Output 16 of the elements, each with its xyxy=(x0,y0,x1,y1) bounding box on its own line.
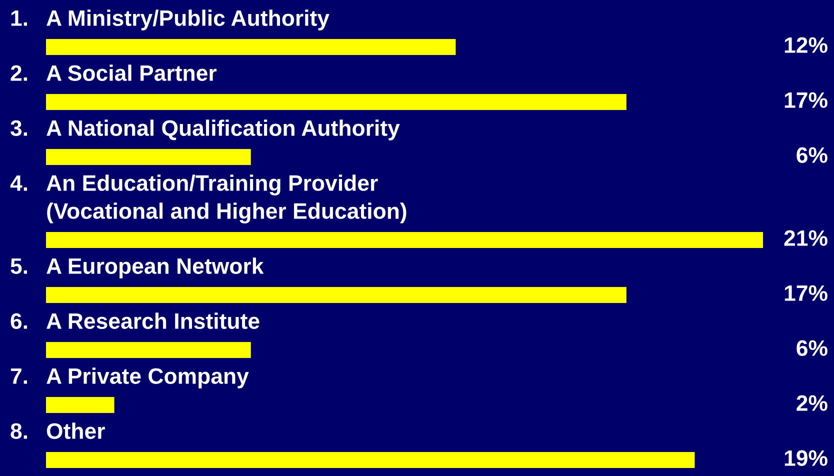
data-label: 6% xyxy=(796,340,828,356)
data-label: 17% xyxy=(784,92,828,108)
y-tick-label: 4. An Education/Training Provider (Vocational and Higher Education) xyxy=(10,174,406,224)
y-tick-label: 1. A Ministry/Public Authority xyxy=(11,10,330,30)
data-label: 12% xyxy=(784,37,828,53)
data-label: 17% xyxy=(784,285,828,301)
y-tick-label: 5. A European Network xyxy=(10,258,264,278)
y-tick-label: 2. A Social Partner xyxy=(10,64,216,81)
data-label: 21% xyxy=(784,230,828,246)
data-label: 6% xyxy=(796,147,828,163)
y-tick-label: 7. A Private Company xyxy=(10,368,249,388)
y-tick-label: 8. Other xyxy=(10,422,105,439)
data-label: 2% xyxy=(796,395,828,411)
y-tick-label: 3. A National Qualification Authority xyxy=(10,120,400,140)
data-label: 19% xyxy=(784,450,828,466)
y-tick-label: 6. A Research Institute xyxy=(10,312,260,329)
